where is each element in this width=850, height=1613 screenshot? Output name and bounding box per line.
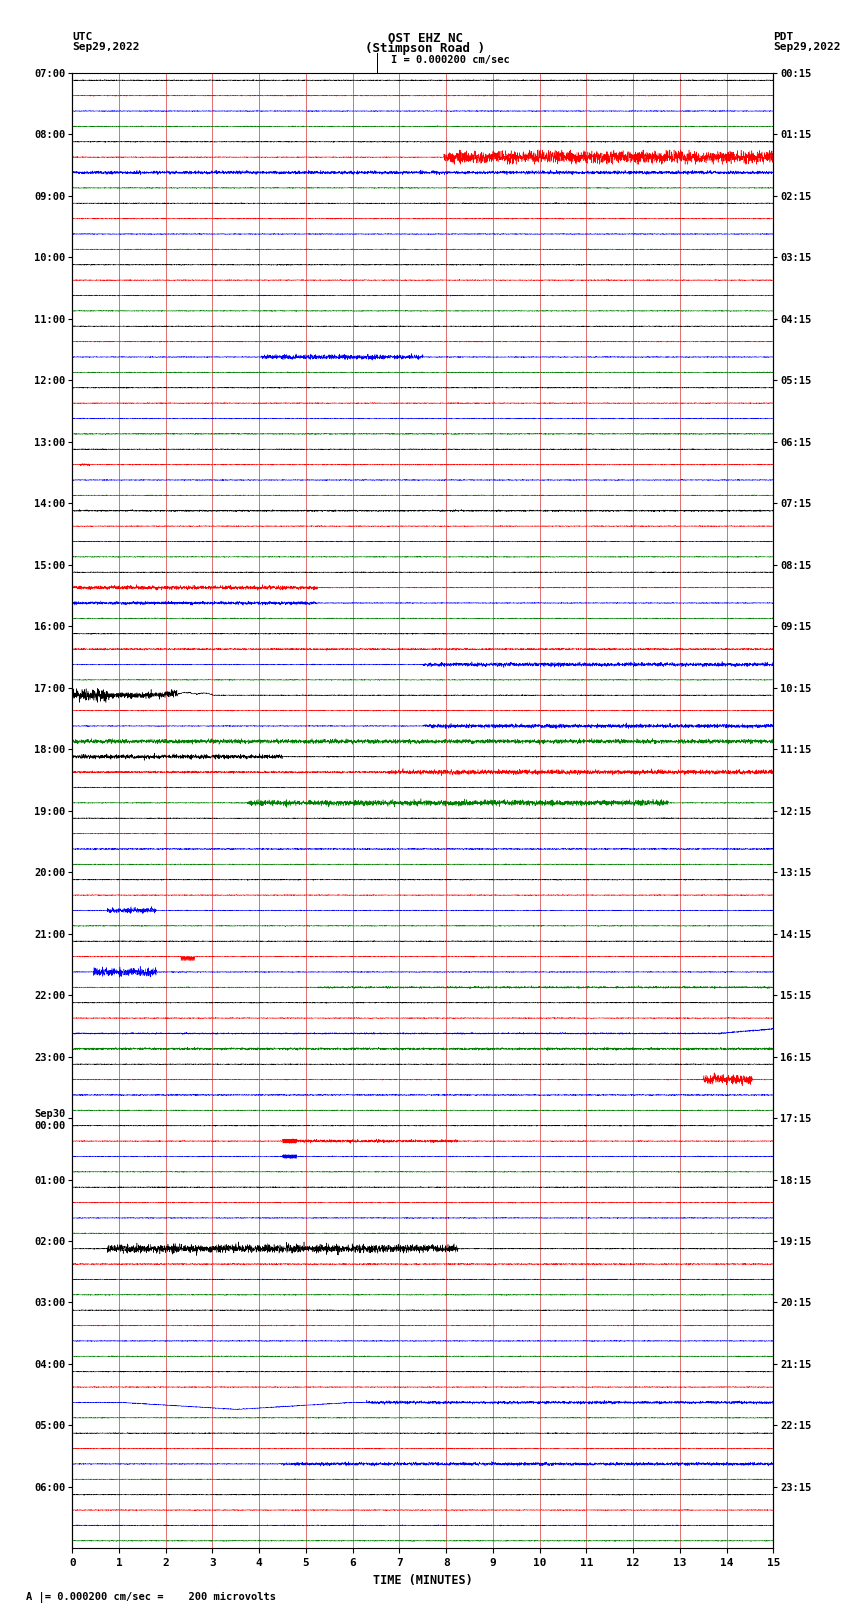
- Text: Sep29,2022: Sep29,2022: [72, 42, 139, 52]
- Text: PDT: PDT: [774, 32, 794, 42]
- X-axis label: TIME (MINUTES): TIME (MINUTES): [373, 1574, 473, 1587]
- Text: A |= 0.000200 cm/sec =    200 microvolts: A |= 0.000200 cm/sec = 200 microvolts: [26, 1592, 275, 1603]
- Text: I = 0.000200 cm/sec: I = 0.000200 cm/sec: [391, 55, 510, 65]
- Text: Sep29,2022: Sep29,2022: [774, 42, 841, 52]
- Text: OST EHZ NC: OST EHZ NC: [388, 32, 462, 45]
- Text: (Stimpson Road ): (Stimpson Road ): [365, 42, 485, 55]
- Text: UTC: UTC: [72, 32, 93, 42]
